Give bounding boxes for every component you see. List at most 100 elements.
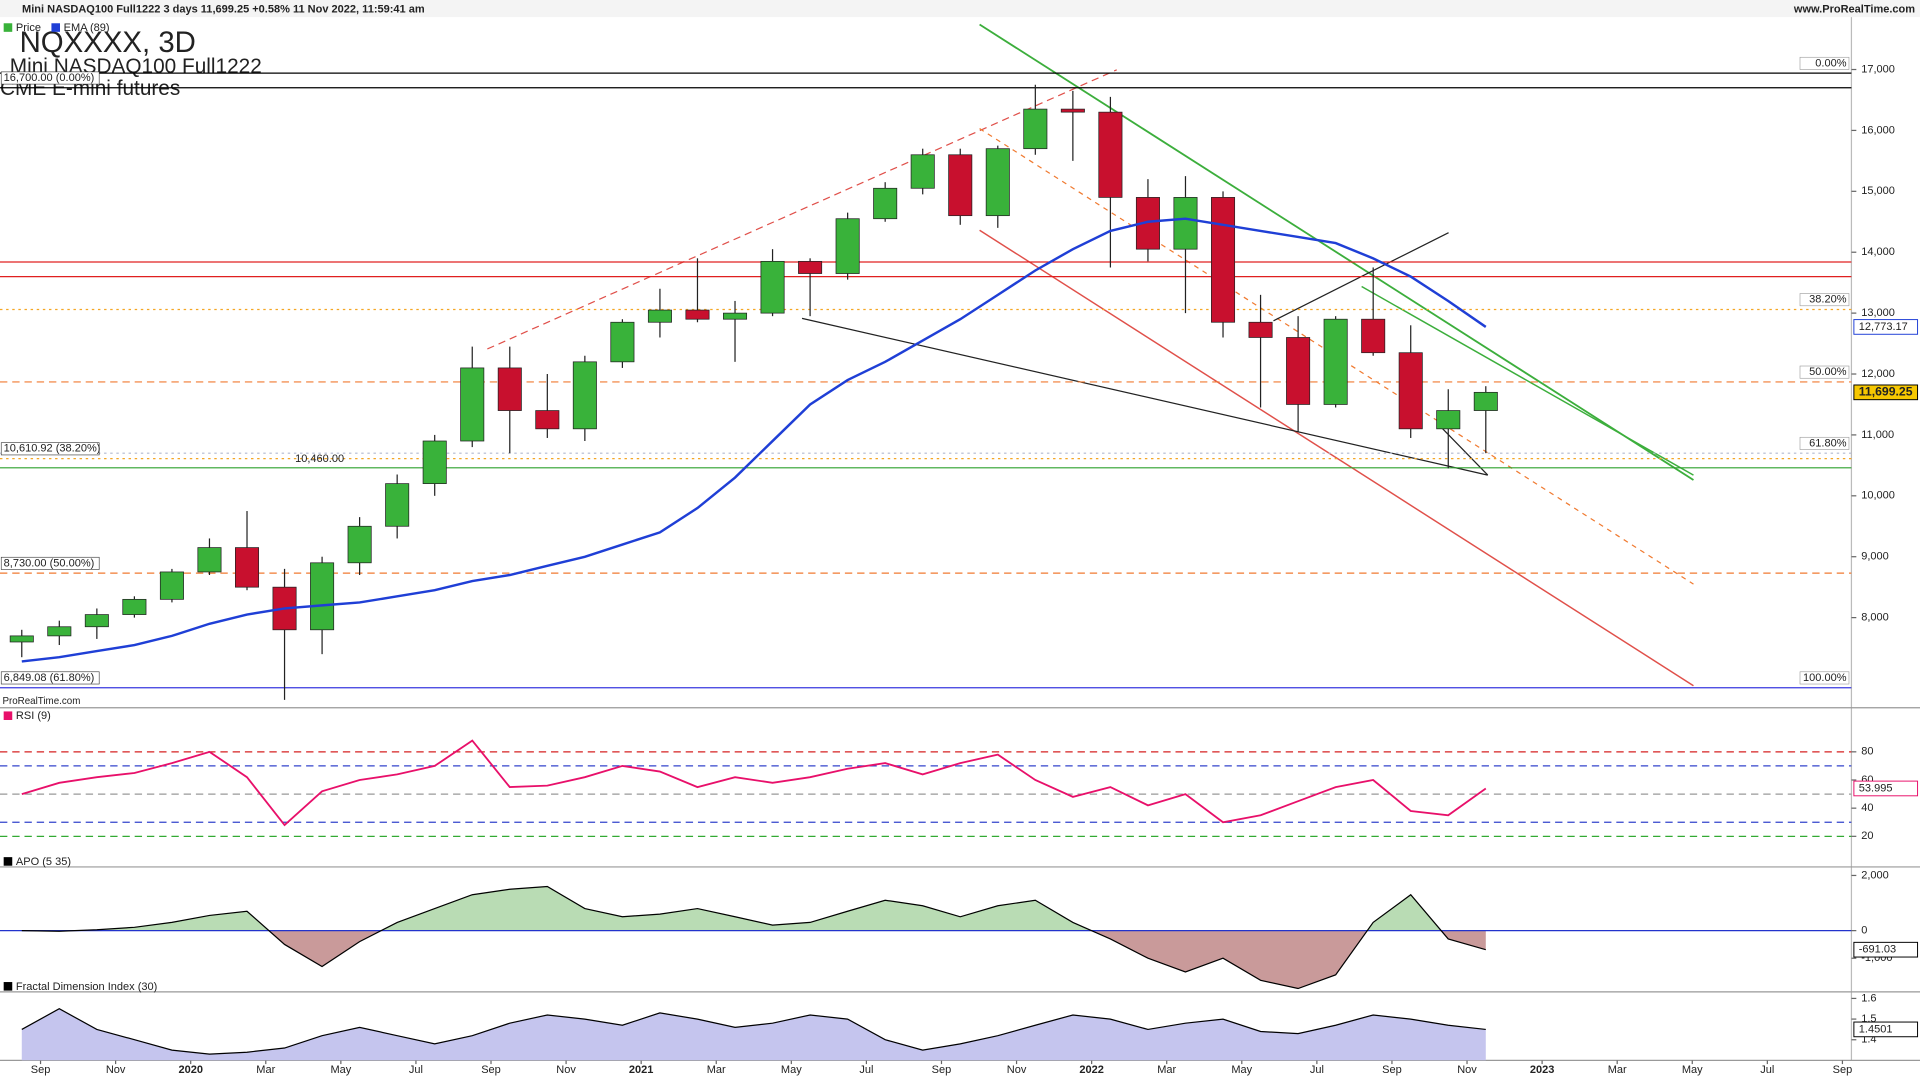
candle-body	[948, 154, 973, 217]
x-tick-label: Jul	[1760, 1064, 1774, 1076]
candle-body	[610, 321, 635, 363]
y-tick-label: 0	[1861, 925, 1867, 937]
level-label: 10,610.92 (38.20%)	[4, 443, 101, 455]
panel	[0, 72, 1852, 700]
level-label: 50.00%	[1809, 366, 1847, 378]
x-tick-label: Mar	[1608, 1064, 1627, 1076]
y-tick-label: 80	[1861, 746, 1873, 758]
last-value-box	[1853, 384, 1919, 401]
candle-body	[347, 525, 372, 564]
x-tick-label: Sep	[31, 1064, 51, 1076]
level-label-box	[1799, 56, 1850, 70]
y-tick-label: 11,000	[1861, 429, 1894, 441]
candle-body	[760, 260, 785, 314]
level-label: 0.00%	[1815, 57, 1846, 69]
last-value-box	[1853, 319, 1919, 335]
y-tick-label: 1.6	[1861, 992, 1876, 1004]
candle-body	[685, 309, 710, 320]
y-tick-label: 40	[1861, 802, 1873, 814]
candle-body	[1248, 321, 1273, 338]
panel	[0, 885, 1852, 990]
last-value-label: 1.4501	[1859, 1023, 1893, 1035]
legend-label: Price	[16, 22, 41, 34]
level-label-box	[0, 71, 100, 85]
x-tick-label: 2021	[629, 1064, 654, 1076]
y-tick-label: 13,000	[1861, 307, 1895, 319]
candle-body	[235, 547, 260, 588]
level-label: 16,700.00 (0.00%)	[4, 72, 95, 84]
x-tick-label: May	[330, 1064, 351, 1076]
panel	[0, 739, 1852, 837]
candle-body	[1135, 197, 1160, 250]
level-label: 6,849.08 (61.80%)	[4, 672, 95, 684]
candle-body	[1211, 197, 1236, 323]
panel-title: APO (5 35)	[16, 856, 71, 868]
candle-body	[1173, 197, 1198, 250]
y-tick-label: 20	[1861, 830, 1873, 842]
level-label-box	[1799, 365, 1850, 379]
last-value-box	[1853, 941, 1919, 958]
level-label-box	[1799, 671, 1850, 685]
title-swatch	[3, 982, 13, 991]
candle-body	[1436, 410, 1461, 430]
candle-body	[535, 410, 560, 430]
x-tick-label: 2022	[1079, 1064, 1104, 1076]
y-tick-label: 12,000	[1861, 368, 1895, 380]
y-tick-label: 17,000	[1861, 63, 1895, 75]
candle-body	[985, 148, 1010, 217]
y-tick-label: 14,000	[1861, 246, 1895, 258]
level-label-box	[1799, 436, 1850, 450]
title-swatch	[3, 711, 13, 720]
trend-line	[487, 69, 1117, 350]
candle-body	[460, 367, 485, 442]
candle-body	[9, 635, 34, 643]
candle-body	[422, 440, 447, 485]
candle-body	[1473, 391, 1498, 411]
x-tick-label: Sep	[1382, 1064, 1402, 1076]
x-tick-label: Sep	[1833, 1064, 1853, 1076]
candle-body	[1023, 108, 1048, 150]
level-label: 100.00%	[1803, 672, 1847, 684]
title-swatch	[3, 857, 13, 866]
x-tick-label: Jul	[859, 1064, 873, 1076]
legend-swatch	[51, 23, 60, 32]
last-value-box	[1853, 780, 1919, 797]
level-label-box	[0, 442, 100, 456]
candle-body	[310, 562, 335, 631]
x-tick-label: 2020	[178, 1064, 203, 1076]
header-site: www.ProRealTime.com	[1793, 4, 1915, 16]
x-tick-label: Mar	[707, 1064, 726, 1076]
candle-body	[84, 614, 109, 628]
x-tick-label: Jul	[1310, 1064, 1324, 1076]
candle-body	[1060, 108, 1085, 113]
last-value-label: 12,773.17	[1859, 321, 1908, 333]
area-positive	[21, 886, 1442, 931]
candle-body	[723, 312, 748, 320]
candle-body	[572, 361, 597, 430]
last-value-label: 53.995	[1859, 782, 1893, 794]
indicator-line	[21, 885, 1486, 990]
ema-line	[21, 217, 1487, 663]
x-tick-label: 2023	[1530, 1064, 1555, 1076]
x-tick-label: Mar	[256, 1064, 275, 1076]
candle-body	[873, 187, 898, 220]
x-tick-label: May	[781, 1064, 802, 1076]
x-tick-label: May	[1231, 1064, 1252, 1076]
level-label: 10,460.00	[295, 453, 344, 465]
trend-line	[1361, 285, 1694, 476]
level-label-box	[0, 671, 100, 685]
candle-body	[910, 154, 935, 189]
trend-line	[979, 23, 1694, 481]
x-tick-label: Nov	[106, 1064, 126, 1076]
x-tick-label: Nov	[1457, 1064, 1477, 1076]
y-tick-label: 10,000	[1861, 490, 1895, 502]
area-negative	[21, 930, 1486, 989]
y-tick-label: 15,000	[1861, 185, 1895, 197]
candle-body	[197, 547, 222, 573]
trend-line	[979, 229, 1694, 687]
candle-body	[1098, 111, 1123, 198]
rsi-line	[21, 739, 1487, 827]
panel-title: RSI (9)	[16, 710, 51, 722]
